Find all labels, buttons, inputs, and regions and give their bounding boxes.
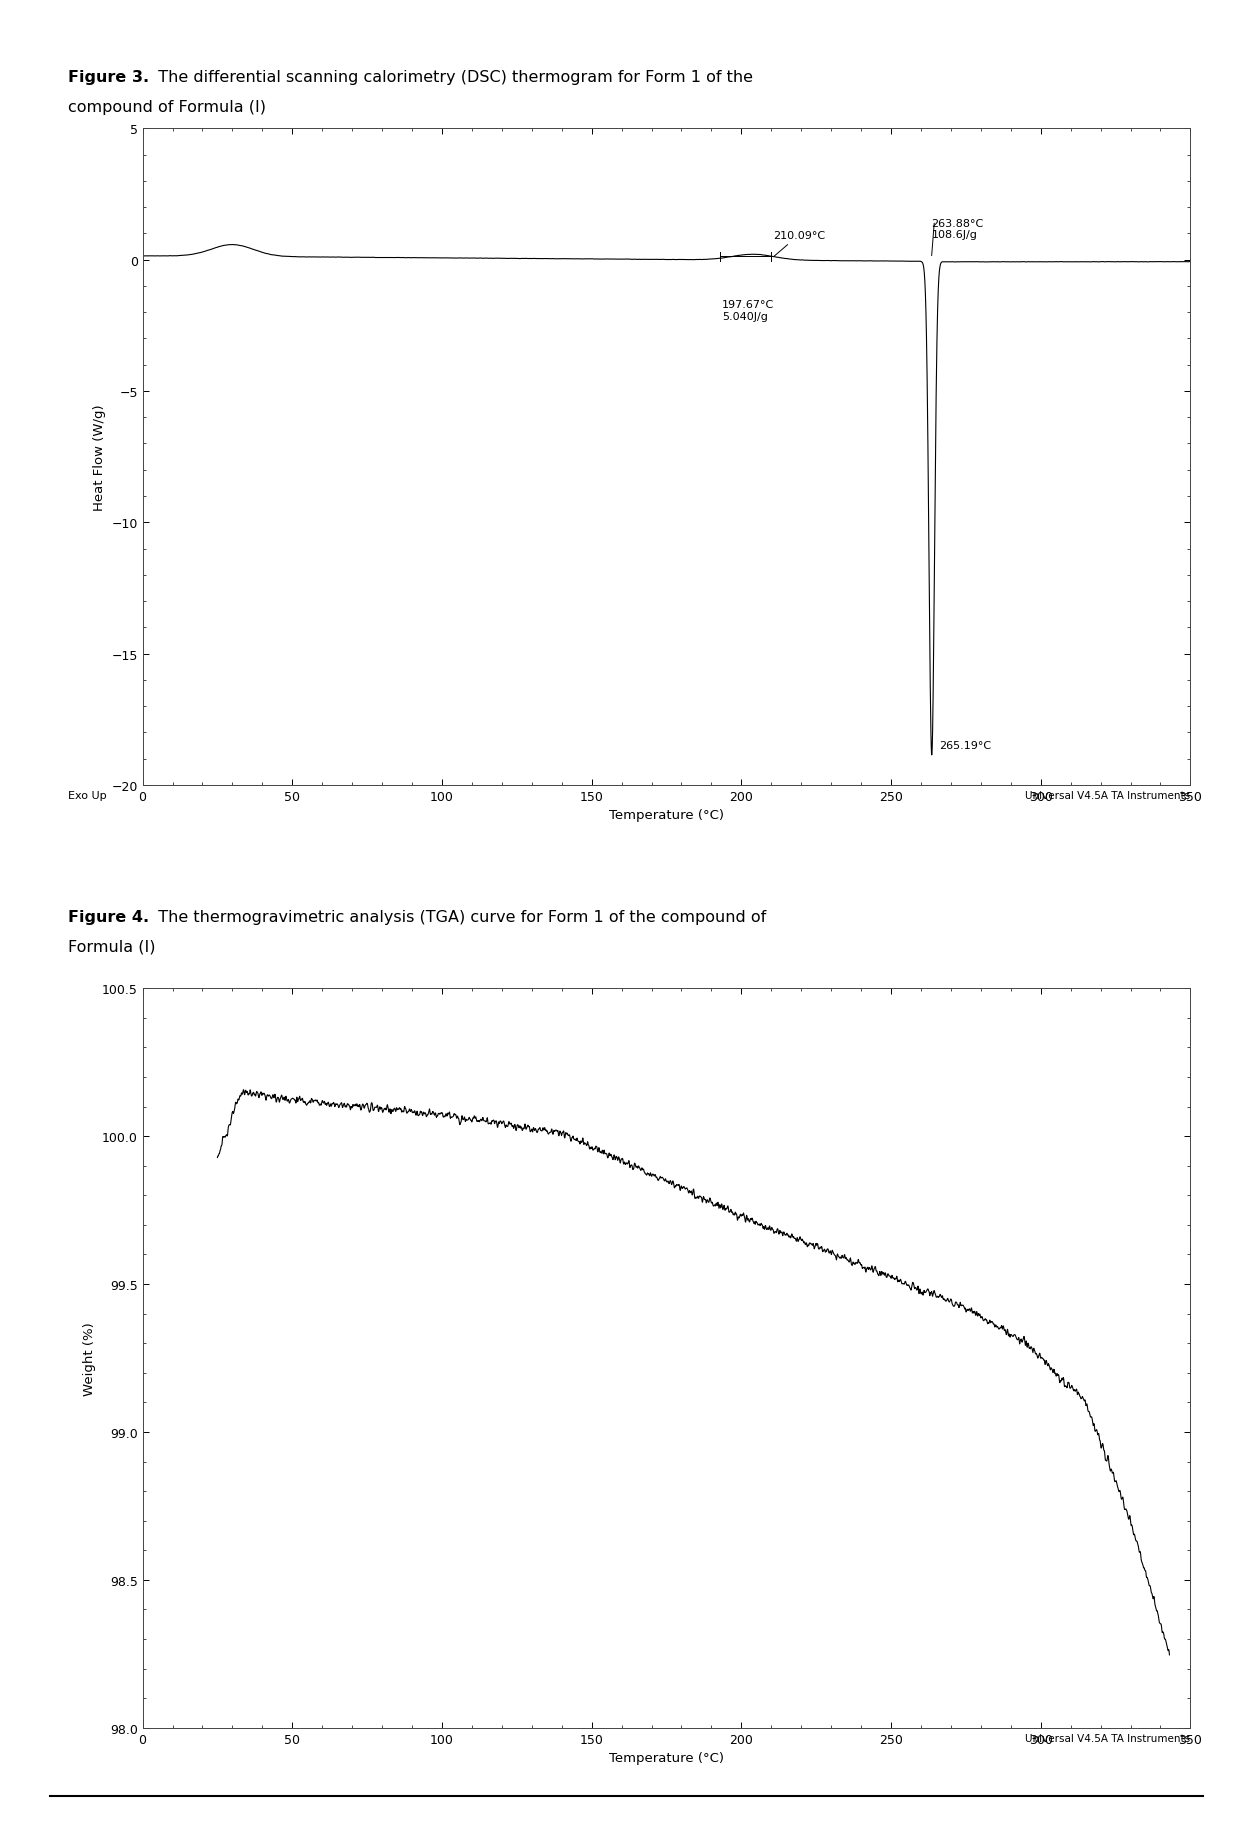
Y-axis label: Heat Flow (W/g): Heat Flow (W/g) [93,405,105,510]
Text: Exo Up: Exo Up [68,791,107,800]
Text: 210.09°C: 210.09°C [773,231,825,257]
Text: Formula (I): Formula (I) [68,939,156,954]
Y-axis label: Weight (%): Weight (%) [83,1321,97,1395]
Text: 265.19°C: 265.19°C [939,741,991,750]
X-axis label: Temperature (°C): Temperature (°C) [609,809,724,822]
Text: 263.88°C
108.6J/g: 263.88°C 108.6J/g [931,218,983,240]
Text: Figure 3.: Figure 3. [68,70,149,85]
Text: The thermogravimetric analysis (TGA) curve for Form 1 of the compound of: The thermogravimetric analysis (TGA) cur… [148,909,766,924]
Text: Universal V4.5A TA Instruments: Universal V4.5A TA Instruments [1025,1733,1190,1743]
Text: Figure 4.: Figure 4. [68,909,149,924]
Text: Universal V4.5A TA Instruments: Universal V4.5A TA Instruments [1025,791,1190,800]
Text: The differential scanning calorimetry (DSC) thermogram for Form 1 of the: The differential scanning calorimetry (D… [148,70,753,85]
Text: compound of Formula (I): compound of Formula (I) [68,100,267,115]
X-axis label: Temperature (°C): Temperature (°C) [609,1752,724,1765]
Text: 197.67°C
5.040J/g: 197.67°C 5.040J/g [722,299,774,322]
